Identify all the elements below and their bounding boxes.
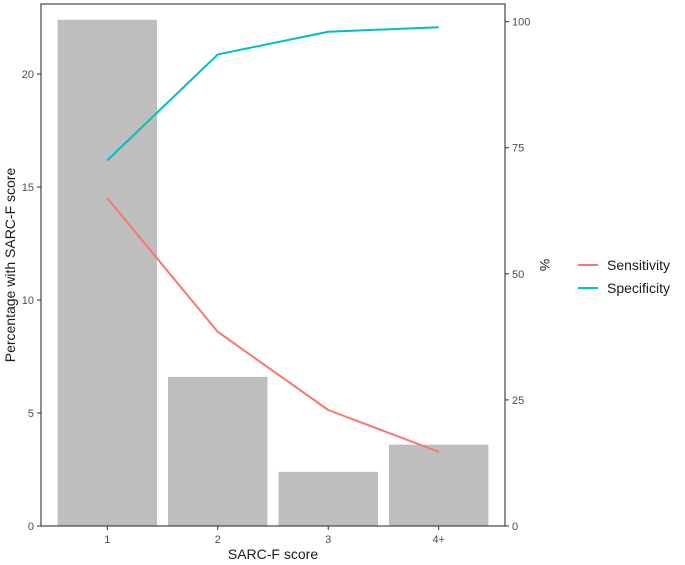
legend: Sensitivity Specificity <box>578 257 670 296</box>
x-tick-label: 1 <box>104 534 110 546</box>
right-y-tick-label: 100 <box>512 17 530 29</box>
x-axis-title: SARC-F score <box>228 546 318 562</box>
bar-1 <box>57 19 158 527</box>
x-tick-label: 4+ <box>432 534 445 546</box>
legend-label-specificity: Specificity <box>607 280 670 296</box>
bar-3 <box>278 471 378 526</box>
left-y-tick-label: 15 <box>22 182 34 194</box>
right-y-tick-label: 75 <box>512 143 524 155</box>
right-y-axis-title: % <box>537 259 553 271</box>
left-y-axis-title: Percentage with SARC-F score <box>2 168 18 363</box>
x-axis: 1 2 3 4+ <box>104 526 445 546</box>
lines-layer <box>106 26 440 453</box>
series-line-sensitivity <box>106 197 440 453</box>
x-tick-label: 3 <box>325 534 331 546</box>
series-line-specificity <box>106 26 439 162</box>
bar-4 <box>389 444 489 526</box>
bar-2 <box>168 376 268 526</box>
left-y-tick-label: 0 <box>28 521 34 533</box>
left-y-tick-label: 5 <box>28 408 34 420</box>
x-tick-label: 2 <box>215 534 221 546</box>
right-y-tick-label: 25 <box>512 395 524 407</box>
right-y-axis: 0 25 50 75 100 <box>505 17 530 533</box>
bars-layer <box>57 19 489 527</box>
left-y-tick-label: 20 <box>22 69 34 81</box>
right-y-tick-label: 50 <box>512 269 524 281</box>
plot-panel-border <box>40 3 506 527</box>
left-y-axis: 0 5 10 15 20 <box>22 69 41 533</box>
left-y-tick-label: 10 <box>22 295 34 307</box>
legend-label-sensitivity: Sensitivity <box>607 257 670 273</box>
right-y-tick-label: 0 <box>512 521 518 533</box>
